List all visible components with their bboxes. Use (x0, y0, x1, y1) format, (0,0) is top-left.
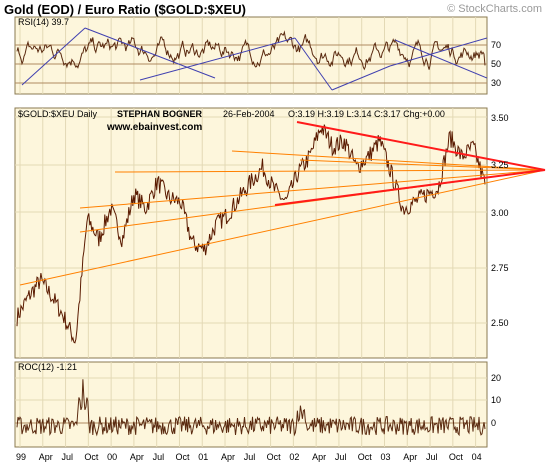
roc-tick-10: 10 (491, 395, 501, 405)
x-tick-label: Apr (312, 452, 326, 462)
x-tick-label: Oct (449, 452, 464, 462)
x-tick-label: 99 (16, 452, 26, 462)
x-tick-label: Oct (175, 452, 190, 462)
price-tick-325: 3.25 (491, 160, 509, 170)
price-trendlines (19, 121, 546, 286)
rsi-label: RSI(14) 39.7 (18, 17, 69, 27)
price-tick-300: 3.00 (491, 208, 509, 218)
x-tick-label: 00 (107, 452, 117, 462)
rsi-trendlines (21, 27, 487, 91)
x-tick-label: Jul (153, 452, 165, 462)
price-panel (14, 107, 488, 359)
rsi-panel (14, 16, 488, 95)
x-axis-labels: 99 Apr Jul Oct 00 Apr Jul Oct 01 Apr Jul Oct 02 Apr Ju… (16, 452, 482, 462)
roc-label: ROC(12) -1.21 (18, 362, 77, 372)
website-watermark: www.ebainvest.com (106, 122, 202, 133)
x-tick-label: Oct (84, 452, 99, 462)
x-tick-label: 03 (380, 452, 390, 462)
roc-line (16, 379, 486, 437)
x-tick-label: Jul (244, 452, 256, 462)
roc-tick-0: 0 (491, 418, 496, 428)
price-tick-275: 2.75 (491, 263, 509, 273)
roc-tick-20: 20 (491, 373, 501, 383)
rsi-level-30: 30 (491, 78, 501, 88)
rsi-level-50: 50 (491, 59, 501, 69)
x-tick-label: Apr (221, 452, 235, 462)
price-gridlines (15, 116, 487, 324)
x-tick-label: Apr (403, 452, 417, 462)
x-tick-label: Jul (62, 452, 74, 462)
x-tick-label: 02 (289, 452, 299, 462)
x-tick-label: Jul (335, 452, 347, 462)
x-tick-label: Apr (130, 452, 144, 462)
roc-panel (14, 361, 488, 448)
x-tick-label: 04 (472, 452, 482, 462)
price-date: 26-Feb-2004 (223, 109, 275, 119)
copyright-text: © StockCharts.com (447, 3, 542, 15)
vertical-gridlines (19, 17, 477, 447)
price-ohlc: O:3.19 H:3.19 L:3.14 C:3.17 Chg:+0.00 (288, 109, 445, 119)
price-tick-350: 3.50 (491, 113, 509, 123)
x-tick-label: Apr (39, 452, 53, 462)
price-author: STEPHAN BOGNER (117, 109, 203, 119)
x-tick-label: Oct (267, 452, 282, 462)
chart-title: Gold (EOD) / Euro Ratio ($GOLD:$XEU) (4, 2, 246, 17)
rsi-line (16, 30, 486, 71)
price-symbol: $GOLD:$XEU Daily (18, 109, 98, 119)
x-tick-label: Jul (426, 452, 438, 462)
x-tick-label: Oct (358, 452, 373, 462)
price-tick-250: 2.50 (491, 318, 509, 328)
x-tick-label: 01 (198, 452, 208, 462)
price-line (16, 124, 486, 344)
rsi-level-70: 70 (491, 40, 501, 50)
